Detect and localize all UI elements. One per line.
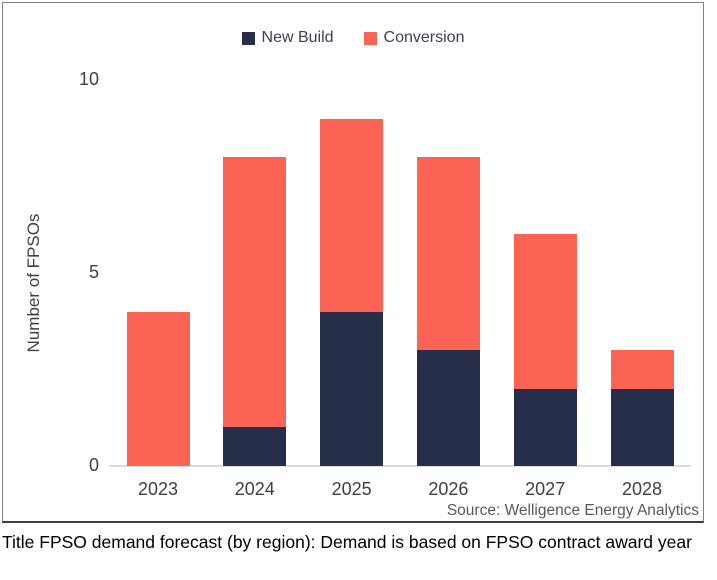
bar-conversion-2023 xyxy=(126,311,190,466)
x-label-2026: 2026 xyxy=(428,479,469,499)
legend-label-conversion: Conversion xyxy=(383,29,465,46)
y-tick-10: 10 xyxy=(78,69,99,89)
bar-conversion-2028 xyxy=(610,350,674,389)
legend-swatch-conversion xyxy=(363,31,377,45)
bar-new-build-2028 xyxy=(610,388,674,466)
bar-conversion-2025 xyxy=(320,118,384,312)
plot-area: 0 5 10 2023 2024 2025 2026 2027 2028 xyxy=(3,3,705,522)
x-label-2023: 2023 xyxy=(137,479,179,499)
x-label-2025: 2025 xyxy=(331,479,372,499)
x-axis-line xyxy=(109,465,691,467)
legend-label-new-build: New Build xyxy=(261,29,334,46)
y-tick-5: 5 xyxy=(88,262,99,282)
bar-new-build-2024 xyxy=(223,427,287,466)
legend-swatch-new-build xyxy=(241,31,255,45)
y-tick-0: 0 xyxy=(88,455,99,475)
bar-conversion-2024 xyxy=(223,157,287,428)
x-label-2028: 2028 xyxy=(621,479,663,499)
fpso-forecast-chart: New Build Conversion Number of FPSOs 0 5 10… xyxy=(2,2,704,523)
bar-conversion-2026 xyxy=(416,157,480,351)
x-label-2027: 2027 xyxy=(525,479,566,499)
legend-item-new-build: New Build xyxy=(241,29,334,47)
x-label-2024: 2024 xyxy=(234,479,275,499)
bar-new-build-2027 xyxy=(513,388,577,466)
chart-caption: Title FPSO demand forecast (by region): … xyxy=(2,532,692,552)
source-text: Source: Welligence Energy Analytics xyxy=(446,502,699,519)
legend-item-conversion: Conversion xyxy=(363,29,465,47)
bar-conversion-2027 xyxy=(513,234,577,389)
bar-new-build-2026 xyxy=(416,350,480,466)
bar-new-build-2025 xyxy=(320,311,384,466)
chart-legend: New Build Conversion xyxy=(3,29,703,47)
